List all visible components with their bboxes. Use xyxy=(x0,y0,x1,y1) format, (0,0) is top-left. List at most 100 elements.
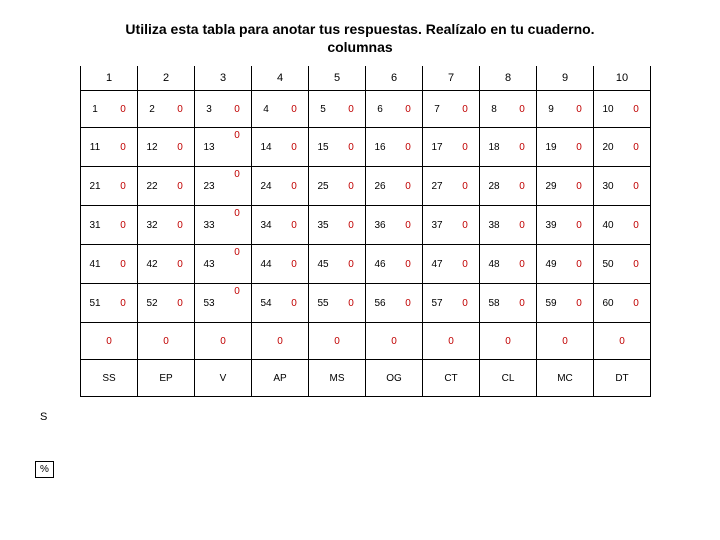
cell-number: 28 xyxy=(480,167,509,206)
cell-number: 8 xyxy=(480,91,509,128)
cell-zero: 0 xyxy=(622,284,651,323)
category-label: DT xyxy=(594,360,651,397)
col-header: 9 xyxy=(537,66,594,91)
cell-number: 35 xyxy=(309,206,338,245)
cell-zero: 0 xyxy=(223,128,252,167)
category-label: SS xyxy=(81,360,138,397)
cell-zero: 0 xyxy=(337,128,366,167)
cell-zero: 0 xyxy=(394,245,423,284)
cell-zero: 0 xyxy=(337,167,366,206)
col-header: 6 xyxy=(366,66,423,91)
col-header: 3 xyxy=(195,66,252,91)
cell-number: 19 xyxy=(537,128,566,167)
cell-number: 52 xyxy=(138,284,167,323)
cell-number: 41 xyxy=(81,245,110,284)
cell-zero: 0 xyxy=(337,245,366,284)
cell-number: 32 xyxy=(138,206,167,245)
category-label: V xyxy=(195,360,252,397)
cell-number: 58 xyxy=(480,284,509,323)
sum-cell: 0 xyxy=(423,323,480,360)
category-label: AP xyxy=(252,360,309,397)
sum-cell: 0 xyxy=(480,323,537,360)
cell-zero: 0 xyxy=(337,206,366,245)
cell-number: 34 xyxy=(252,206,281,245)
cell-number: 50 xyxy=(594,245,623,284)
col-header: 10 xyxy=(594,66,651,91)
cell-zero: 0 xyxy=(508,206,537,245)
cell-zero: 0 xyxy=(280,167,309,206)
cell-zero: 0 xyxy=(280,128,309,167)
cell-number: 13 xyxy=(195,128,224,167)
cell-number: 11 xyxy=(81,128,110,167)
cell-number: 48 xyxy=(480,245,509,284)
cell-zero: 0 xyxy=(508,91,537,128)
cell-zero: 0 xyxy=(622,128,651,167)
cell-zero: 0 xyxy=(223,284,252,323)
cell-number: 29 xyxy=(537,167,566,206)
sum-cell: 0 xyxy=(309,323,366,360)
cell-zero: 0 xyxy=(280,245,309,284)
cell-number: 40 xyxy=(594,206,623,245)
cell-zero: 0 xyxy=(451,128,480,167)
cell-zero: 0 xyxy=(394,206,423,245)
cell-number: 1 xyxy=(81,91,110,128)
pct-side-label: % xyxy=(35,461,54,478)
cell-zero: 0 xyxy=(565,128,594,167)
cell-number: 26 xyxy=(366,167,395,206)
cell-zero: 0 xyxy=(337,284,366,323)
cell-number: 36 xyxy=(366,206,395,245)
column-header-row: 12345678910 xyxy=(81,66,651,91)
cell-number: 2 xyxy=(138,91,167,128)
col-header: 5 xyxy=(309,66,366,91)
cell-zero: 0 xyxy=(394,128,423,167)
sum-row: 0000000000 xyxy=(81,323,651,360)
cell-number: 31 xyxy=(81,206,110,245)
cell-zero: 0 xyxy=(451,91,480,128)
table-row: 110120130140150160170180190200 xyxy=(81,128,651,167)
category-label: EP xyxy=(138,360,195,397)
cell-number: 54 xyxy=(252,284,281,323)
cell-number: 38 xyxy=(480,206,509,245)
cell-number: 15 xyxy=(309,128,338,167)
cell-number: 22 xyxy=(138,167,167,206)
table-row: 102030405060708090100 xyxy=(81,91,651,128)
cell-zero: 0 xyxy=(166,91,195,128)
cell-number: 59 xyxy=(537,284,566,323)
cell-number: 5 xyxy=(309,91,338,128)
col-header: 4 xyxy=(252,66,309,91)
page-title: Utiliza esta tabla para anotar tus respu… xyxy=(40,20,680,56)
cell-number: 30 xyxy=(594,167,623,206)
table-row: 410420430440450460470480490500 xyxy=(81,245,651,284)
table-row: 510520530540550560570580590600 xyxy=(81,284,651,323)
sum-cell: 0 xyxy=(81,323,138,360)
col-header: 8 xyxy=(480,66,537,91)
label-row: SSEPVAPMSOGCTCLMCDT xyxy=(81,360,651,397)
cell-number: 14 xyxy=(252,128,281,167)
cell-zero: 0 xyxy=(109,284,138,323)
cell-number: 6 xyxy=(366,91,395,128)
cell-number: 16 xyxy=(366,128,395,167)
cell-zero: 0 xyxy=(280,91,309,128)
cell-zero: 0 xyxy=(223,91,252,128)
cell-number: 44 xyxy=(252,245,281,284)
cell-zero: 0 xyxy=(622,245,651,284)
cell-zero: 0 xyxy=(508,128,537,167)
cell-number: 55 xyxy=(309,284,338,323)
title-line-2: columnas xyxy=(327,39,392,55)
cell-number: 57 xyxy=(423,284,452,323)
cell-zero: 0 xyxy=(109,128,138,167)
cell-zero: 0 xyxy=(223,206,252,245)
cell-number: 49 xyxy=(537,245,566,284)
cell-zero: 0 xyxy=(565,91,594,128)
cell-zero: 0 xyxy=(394,91,423,128)
cell-number: 51 xyxy=(81,284,110,323)
cell-number: 56 xyxy=(366,284,395,323)
cell-zero: 0 xyxy=(508,284,537,323)
sum-cell: 0 xyxy=(195,323,252,360)
cell-number: 47 xyxy=(423,245,452,284)
cell-zero: 0 xyxy=(565,206,594,245)
cell-number: 18 xyxy=(480,128,509,167)
cell-zero: 0 xyxy=(166,167,195,206)
cell-zero: 0 xyxy=(565,167,594,206)
cell-number: 21 xyxy=(81,167,110,206)
